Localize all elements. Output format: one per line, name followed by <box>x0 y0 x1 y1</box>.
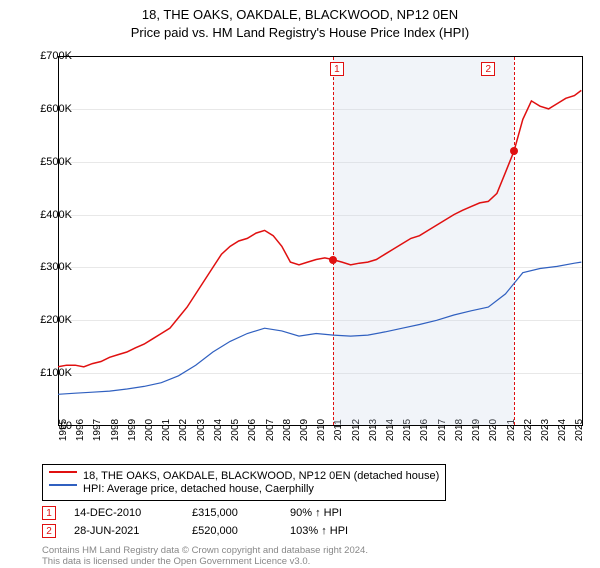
legend-row: 18, THE OAKS, OAKDALE, BLACKWOOD, NP12 0… <box>49 470 439 482</box>
price-marker <box>329 256 337 264</box>
chart-container: 18, THE OAKS, OAKDALE, BLACKWOOD, NP12 0… <box>0 6 600 566</box>
price-marker <box>510 147 518 155</box>
chart-title: 18, THE OAKS, OAKDALE, BLACKWOOD, NP12 0… <box>0 6 600 41</box>
annotation-number-box: 1 <box>330 62 344 76</box>
transaction-date: 28-JUN-2021 <box>74 525 174 537</box>
footer-line-2: This data is licensed under the Open Gov… <box>42 557 368 568</box>
series-line-property <box>58 90 581 366</box>
line-series <box>58 56 583 426</box>
series-line-hpi <box>58 262 581 394</box>
legend-label: 18, THE OAKS, OAKDALE, BLACKWOOD, NP12 0… <box>83 470 439 482</box>
transaction-price: £315,000 <box>192 507 272 519</box>
legend: 18, THE OAKS, OAKDALE, BLACKWOOD, NP12 0… <box>42 464 446 501</box>
transaction-price: £520,000 <box>192 525 272 537</box>
legend-row: HPI: Average price, detached house, Caer… <box>49 483 439 495</box>
legend-swatch <box>49 471 77 473</box>
transaction-hpi: 90% ↑ HPI <box>290 507 400 519</box>
transaction-row: 1 14-DEC-2010 £315,000 90% ↑ HPI <box>42 506 400 520</box>
transaction-row: 2 28-JUN-2021 £520,000 103% ↑ HPI <box>42 524 400 538</box>
transaction-hpi: 103% ↑ HPI <box>290 525 400 537</box>
transaction-marker-box: 2 <box>42 524 56 538</box>
annotation-number-box: 2 <box>481 62 495 76</box>
footer-attribution: Contains HM Land Registry data © Crown c… <box>42 546 368 568</box>
title-line-1: 18, THE OAKS, OAKDALE, BLACKWOOD, NP12 0… <box>0 6 600 24</box>
transaction-marker-box: 1 <box>42 506 56 520</box>
title-line-2: Price paid vs. HM Land Registry's House … <box>0 24 600 42</box>
legend-label: HPI: Average price, detached house, Caer… <box>83 483 314 495</box>
legend-swatch <box>49 484 77 486</box>
transaction-date: 14-DEC-2010 <box>74 507 174 519</box>
